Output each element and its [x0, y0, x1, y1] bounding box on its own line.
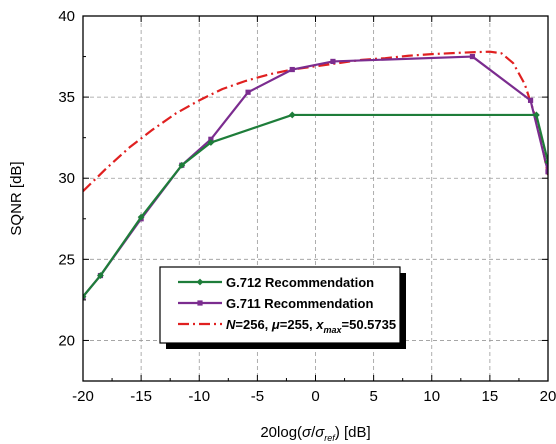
- x-tick-label: -15: [130, 388, 152, 405]
- legend-n-value: =256,: [235, 317, 272, 332]
- data-point-g712: [532, 111, 540, 119]
- data-point-g712: [178, 161, 186, 169]
- series-line-1: [83, 55, 548, 298]
- x-title-prefix: 20log(: [260, 424, 302, 441]
- x-tick-label: -20: [72, 388, 94, 405]
- legend-label-g712: G.712 Recommendation: [226, 275, 374, 290]
- legend: G.712 Recommendation G.711 Recommendatio…: [159, 266, 406, 349]
- series-0: [83, 111, 548, 301]
- x-tick-label: 15: [482, 388, 499, 405]
- y-axis-title: SQNR [dB]: [8, 161, 25, 235]
- data-series: [83, 50, 548, 301]
- y-tick-label: 30: [58, 170, 75, 187]
- data-point-g711: [527, 97, 534, 103]
- data-point-g712: [83, 293, 87, 301]
- data-point-g711: [289, 66, 295, 73]
- legend-x-symbol: x: [315, 317, 324, 332]
- data-point-g712: [207, 139, 215, 146]
- series-line-0: [83, 113, 548, 298]
- x-tick-label: 10: [423, 388, 440, 405]
- y-tick-label: 20: [58, 332, 75, 349]
- legend-mu-symbol: μ: [271, 317, 280, 332]
- x-tick-label: 5: [369, 388, 377, 405]
- legend-x-subscript: max: [324, 325, 343, 335]
- legend-mu-value: =255,: [280, 317, 317, 332]
- y-tick-label: 35: [58, 89, 75, 106]
- data-point-g711: [469, 53, 476, 60]
- legend-n-symbol: N: [226, 317, 236, 332]
- legend-x-value: =50.5735: [342, 317, 397, 332]
- x-tick-label: 0: [311, 388, 319, 405]
- x-title-suffix: ) [dB]: [335, 424, 371, 441]
- data-point-g712: [544, 158, 548, 166]
- x-title-subscript: ref: [324, 433, 336, 443]
- x-tick-label: 20: [540, 388, 556, 405]
- axis-ticks: -20 -15 -10 -5 0 5 10 15 20 20 25 30 35 40: [58, 8, 556, 405]
- x-title-sigma: σ: [302, 424, 312, 441]
- y-tick-label: 40: [58, 8, 75, 25]
- x-tick-label: -10: [188, 388, 210, 405]
- data-point-g712: [97, 272, 104, 279]
- data-point-g712: [288, 111, 296, 119]
- x-title-slash: /: [311, 424, 316, 441]
- legend-label-g711: G.711 Recommendation: [226, 296, 373, 311]
- legend-samples: [178, 278, 222, 326]
- data-point-g712: [137, 213, 145, 221]
- data-point-g711: [330, 58, 336, 65]
- data-point-g711: [545, 169, 548, 175]
- legend-label-mu-law: N=256, μ=255, xmax=50.5735: [226, 317, 396, 335]
- x-axis-title: 20log(σ/σref) [dB]: [260, 424, 370, 443]
- x-title-sigma-ref: σ: [315, 424, 325, 441]
- legend-marker-square: [197, 300, 203, 306]
- y-tick-label: 25: [58, 251, 75, 268]
- legend-marker-diamond: [196, 278, 204, 286]
- data-point-g711: [245, 89, 251, 95]
- x-tick-label: -5: [251, 388, 264, 405]
